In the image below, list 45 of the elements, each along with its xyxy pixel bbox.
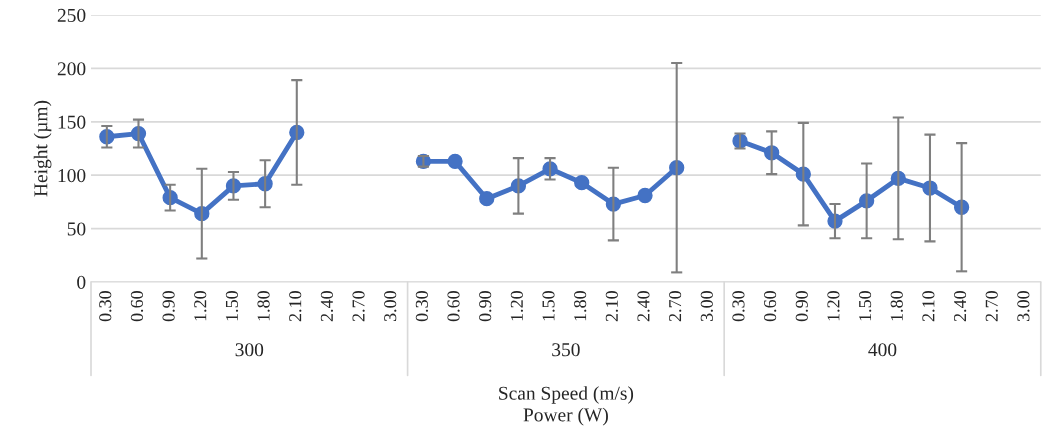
x-tick-label: 2.40 — [320, 291, 334, 322]
x-tick-label: 2.70 — [985, 291, 998, 322]
y-tick-label: 100 — [58, 169, 86, 183]
point — [479, 191, 495, 207]
x-tick-label: 2.70 — [352, 291, 365, 322]
x-tick-label: 1.80 — [574, 291, 587, 321]
y-tick-label: 0 — [77, 275, 86, 289]
x-tick-label: 2.10 — [922, 291, 935, 322]
x-tick-label: 2.70 — [669, 291, 682, 322]
y-tick-label: 200 — [57, 62, 86, 76]
x-tick-label: 0.90 — [795, 291, 808, 322]
x-tick-label: 3.00 — [1017, 291, 1030, 322]
point — [637, 187, 653, 204]
x-tick-label: 1.80 — [890, 291, 903, 321]
x-tick-label: 0.60 — [764, 291, 777, 322]
x-tick-label: 3.00 — [384, 291, 397, 322]
x-tick-label: 0.90 — [479, 291, 492, 322]
text: 400 — [868, 343, 897, 357]
x-tick-label: 0.30 — [99, 291, 112, 322]
y-tick-label: 50 — [67, 222, 86, 236]
text: 300 — [235, 343, 264, 357]
x-tick-label: 2.40 — [953, 291, 967, 322]
x-axis-title: Scan Speed (m/s) Power (W) — [499, 386, 634, 426]
x-tick-label: 0.90 — [162, 291, 175, 322]
x-tick-label: 0.60 — [447, 291, 460, 322]
x-tick-label: 1.50 — [858, 291, 872, 321]
y-tick-label: 250 — [57, 8, 86, 22]
text: 350 — [552, 343, 580, 357]
x-tick-label: 1.50 — [542, 291, 555, 321]
x-tick-label: 1.20 — [194, 291, 207, 321]
y-axis-title: Height (µm) — [33, 100, 52, 197]
x-tick-label: 2.10 — [289, 291, 302, 322]
x-tick-label: 2.40 — [637, 291, 650, 322]
x-tick-label: 1.20 — [510, 291, 523, 321]
x-tick-label: 2.10 — [605, 291, 618, 322]
x-tick-label: 0.30 — [415, 291, 429, 322]
point — [447, 153, 463, 169]
x-tick-label: 3.00 — [700, 291, 713, 322]
x-tick-label: 1.50 — [225, 291, 239, 321]
x-tick-label: 1.80 — [257, 291, 270, 321]
x-tick-label: 0.30 — [732, 291, 745, 322]
x-tick-label: 1.20 — [827, 291, 840, 321]
y-tick-label: 150 — [58, 115, 86, 129]
point — [574, 175, 590, 191]
x-tick-label: 0.60 — [130, 291, 144, 322]
